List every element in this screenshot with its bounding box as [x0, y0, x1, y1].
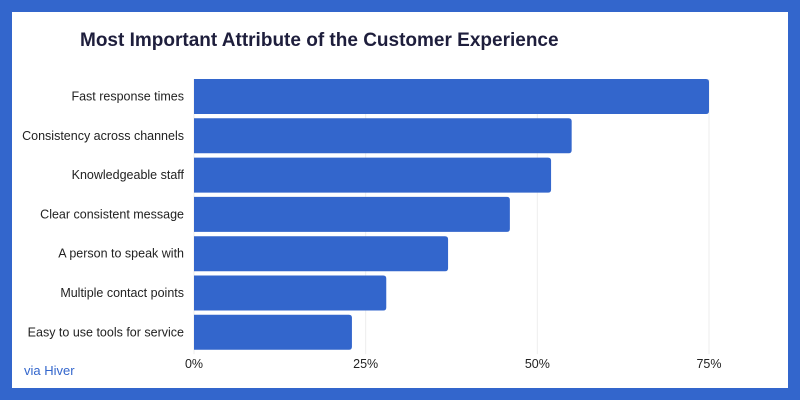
- category-label: A person to speak with: [58, 247, 184, 261]
- bar: [194, 314, 352, 350]
- x-tick-label: 75%: [696, 357, 721, 371]
- category-label: Consistency across channels: [22, 129, 184, 143]
- x-tick-label: 50%: [525, 357, 550, 371]
- source-link[interactable]: via Hiver: [24, 363, 75, 378]
- category-label: Fast response times: [71, 90, 184, 104]
- bar: [194, 196, 510, 232]
- category-label: Knowledgeable staff: [72, 168, 185, 182]
- category-label: Easy to use tools for service: [28, 325, 184, 339]
- bar: [193, 118, 572, 154]
- chart-title: Most Important Attribute of the Customer…: [80, 30, 559, 51]
- category-label: Multiple contact points: [60, 286, 184, 300]
- bar: [194, 275, 387, 311]
- bar: [193, 157, 552, 193]
- bar: [193, 236, 449, 272]
- category-label: Clear consistent message: [40, 207, 184, 221]
- x-tick-label: 0%: [185, 357, 203, 371]
- bar: [194, 79, 709, 114]
- x-tick-label: 25%: [353, 357, 378, 371]
